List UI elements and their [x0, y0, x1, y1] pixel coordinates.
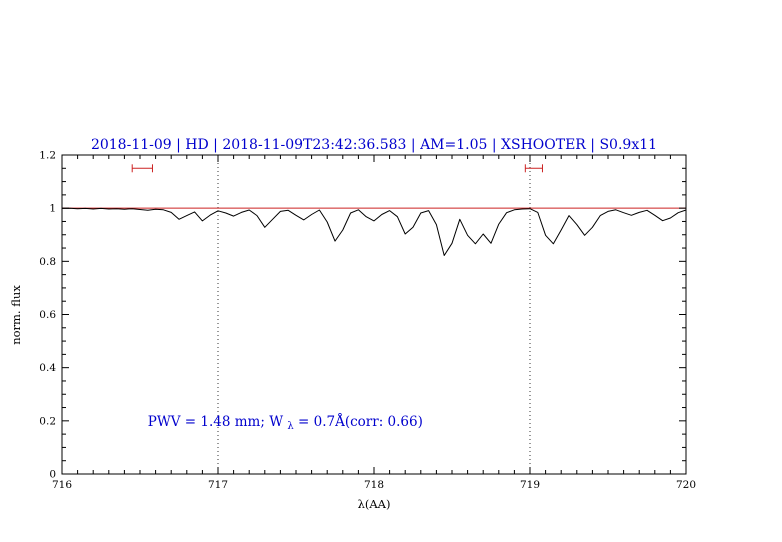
pwv-annotation: PWV = 1.48 mm; W λ = 0.7Å(corr: 0.66) — [148, 414, 423, 433]
x-tick-label: 716 — [52, 479, 72, 491]
y-tick-label: 1.2 — [39, 150, 56, 162]
range-markers — [131, 164, 543, 173]
pwv-annotation-suffix: = 0.7Å(corr: 0.66) — [298, 414, 423, 430]
spectrum-line — [61, 207, 687, 256]
pwv-annotation-prefix: PWV = 1.48 mm; W — [148, 414, 283, 430]
y-tick-label: 0.8 — [39, 256, 56, 268]
x-axis-label: λ(AA) — [358, 497, 391, 511]
range-marker — [524, 164, 543, 173]
range-marker — [131, 164, 153, 173]
plot-title: 2018-11-09 | HD | 2018-11-09T23:42:36.58… — [91, 137, 657, 153]
x-tick-label: 717 — [208, 479, 228, 491]
y-tick-label: 0.6 — [39, 309, 56, 321]
plot-frame — [61, 154, 687, 475]
x-tick-label: 720 — [676, 479, 696, 491]
y-tick-label: 0.2 — [39, 415, 56, 427]
x-tick-label: 719 — [520, 479, 540, 491]
y-tick-label: 1 — [49, 203, 56, 215]
axis-ticks: 716 717 718 719 720 0 0.2 0.4 0.6 0.8 1 1.2 — [39, 150, 696, 492]
pwv-annotation-subscript: λ — [287, 421, 294, 432]
x-tick-label: 718 — [364, 479, 384, 491]
plot-area: 716 717 718 719 720 0 0.2 0.4 0.6 0.8 1 1.2 — [39, 150, 696, 492]
y-tick-label: 0.4 — [39, 362, 56, 374]
y-axis-label: norm. flux — [9, 285, 23, 345]
y-tick-label: 0 — [49, 469, 56, 481]
